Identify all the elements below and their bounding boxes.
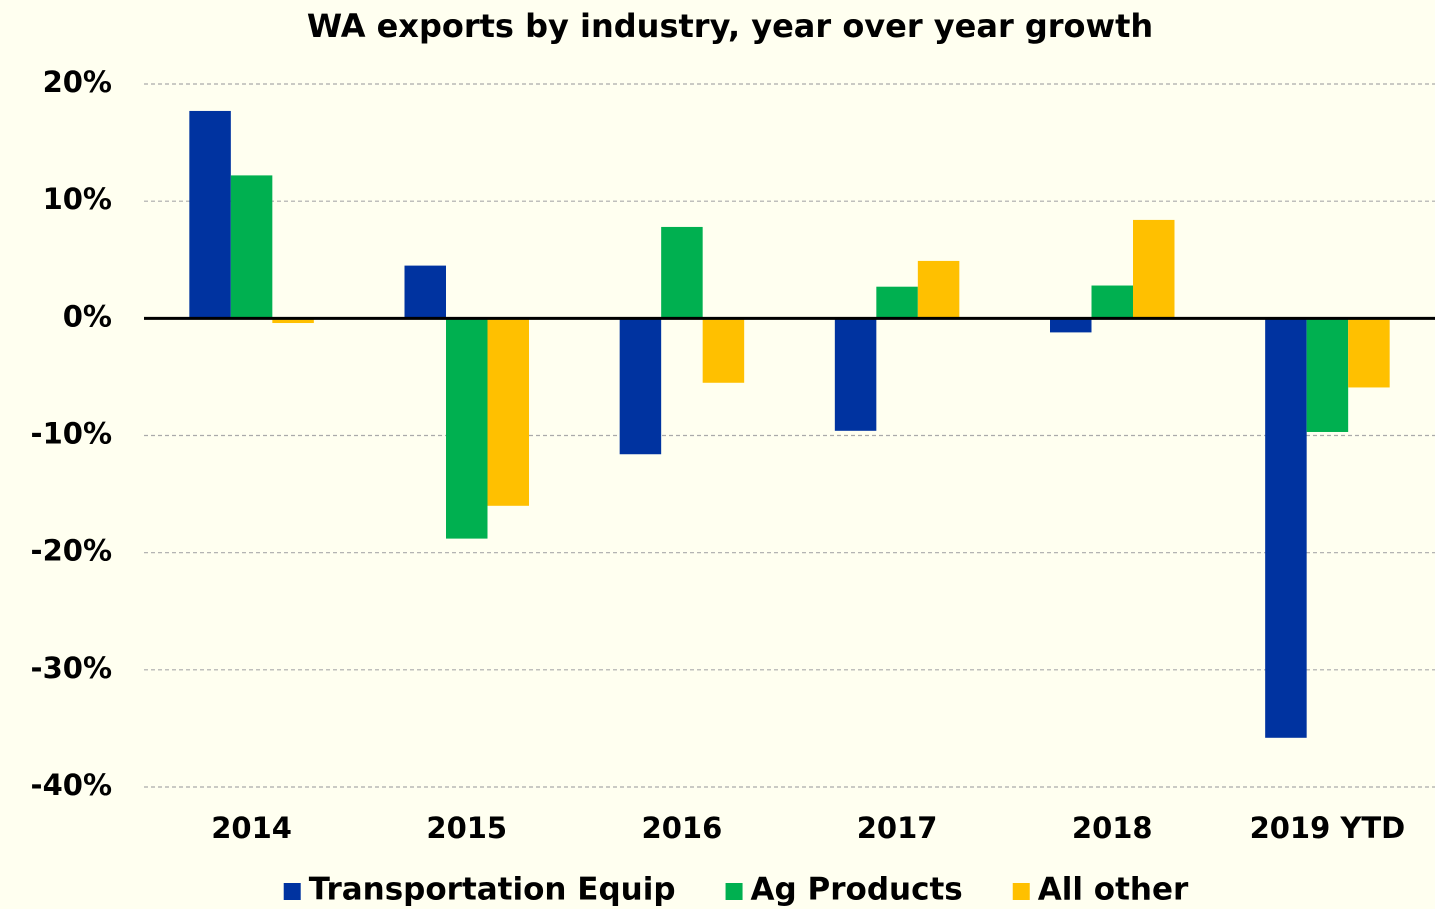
bar xyxy=(661,226,703,319)
y-tick-label: 20% xyxy=(43,65,112,99)
x-tick-label: 2015 xyxy=(426,811,507,845)
bar xyxy=(917,260,960,319)
x-tick-label: 2017 xyxy=(857,811,938,845)
bar xyxy=(619,318,662,455)
legend-label: Transportation Equip xyxy=(309,872,676,908)
bar xyxy=(834,318,877,431)
bar xyxy=(1050,318,1092,333)
legend-swatch xyxy=(1012,883,1030,900)
x-tick-label: 2019 YTD xyxy=(1250,811,1406,845)
x-tick-label: 2016 xyxy=(642,811,723,845)
bar xyxy=(702,318,745,383)
bar xyxy=(1265,318,1307,738)
bar xyxy=(1091,285,1133,319)
bar xyxy=(487,318,529,506)
x-tick-label: 2018 xyxy=(1072,811,1153,845)
bar xyxy=(1306,318,1349,432)
y-tick-label: -10% xyxy=(31,417,112,451)
bar xyxy=(1133,219,1175,319)
bar xyxy=(189,110,231,319)
y-tick-label: 10% xyxy=(43,182,112,216)
chart-title: WA exports by industry, year over year g… xyxy=(307,7,1153,45)
legend-swatch xyxy=(725,883,743,900)
bar xyxy=(446,318,488,539)
y-tick-label: -20% xyxy=(31,534,112,568)
bar xyxy=(876,286,918,319)
legend-swatch xyxy=(283,883,301,900)
legend-label: Ag Products xyxy=(751,872,963,908)
bar xyxy=(272,318,314,324)
y-tick-label: 0% xyxy=(63,299,112,333)
legend-label: All other xyxy=(1038,872,1189,908)
y-tick-label: -30% xyxy=(31,651,112,685)
y-tick-label: -40% xyxy=(31,768,112,802)
bar xyxy=(230,175,273,319)
x-tick-label: 2014 xyxy=(211,811,292,845)
bar xyxy=(404,265,446,319)
bar xyxy=(1348,318,1390,388)
